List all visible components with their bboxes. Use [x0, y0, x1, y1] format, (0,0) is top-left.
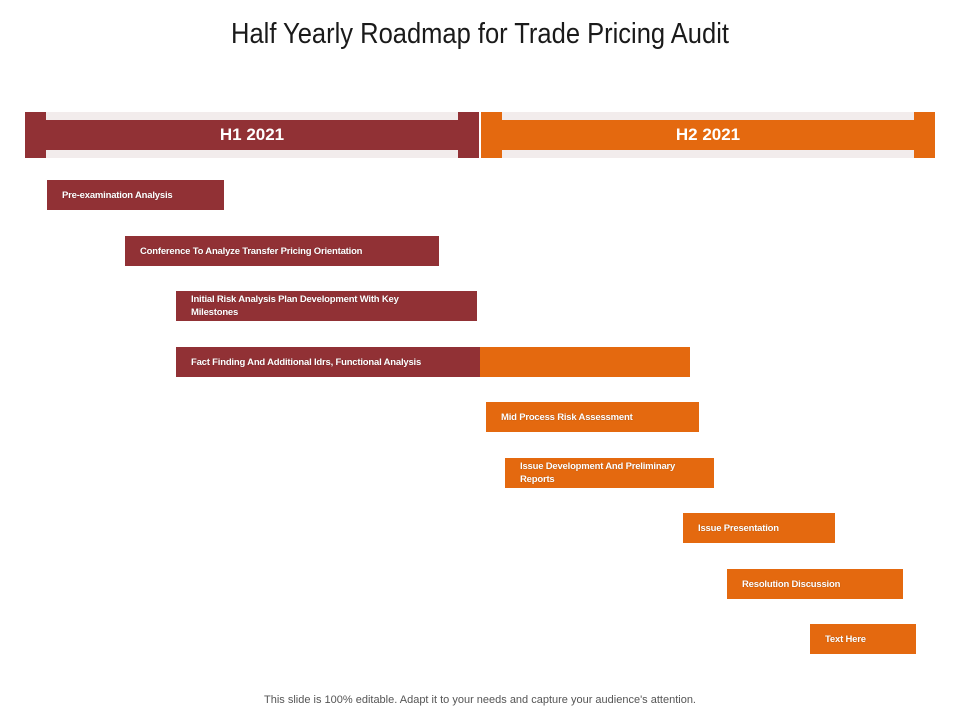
- period-h2-bottom-strip: [502, 150, 914, 158]
- period-h1-top-strip: [46, 112, 458, 120]
- period-h2-label: H2 2021: [675, 125, 741, 144]
- task-bar-segment-h2: [480, 347, 690, 377]
- task-bar: Issue Development And Preliminary Report…: [505, 458, 714, 488]
- task-bar: Mid Process Risk Assessment: [486, 402, 699, 432]
- task-bar: Resolution Discussion: [727, 569, 903, 599]
- page-title: Half Yearly Roadmap for Trade Pricing Au…: [231, 18, 729, 50]
- task-bar: Initial Risk Analysis Plan Development W…: [176, 291, 477, 321]
- footer-note: This slide is 100% editable. Adapt it to…: [264, 694, 696, 706]
- task-bar: Text Here: [810, 624, 916, 654]
- period-h1-label: H1 2021: [219, 125, 285, 144]
- task-bar: Conference To Analyze Transfer Pricing O…: [125, 236, 439, 266]
- task-bar: Issue Presentation: [683, 513, 835, 543]
- task-bar: Fact Finding And Additional Idrs, Functi…: [176, 347, 480, 377]
- period-h2-top-strip: [502, 112, 914, 120]
- task-bar: Pre-examination Analysis: [47, 180, 224, 210]
- period-h1-bottom-strip: [46, 150, 458, 158]
